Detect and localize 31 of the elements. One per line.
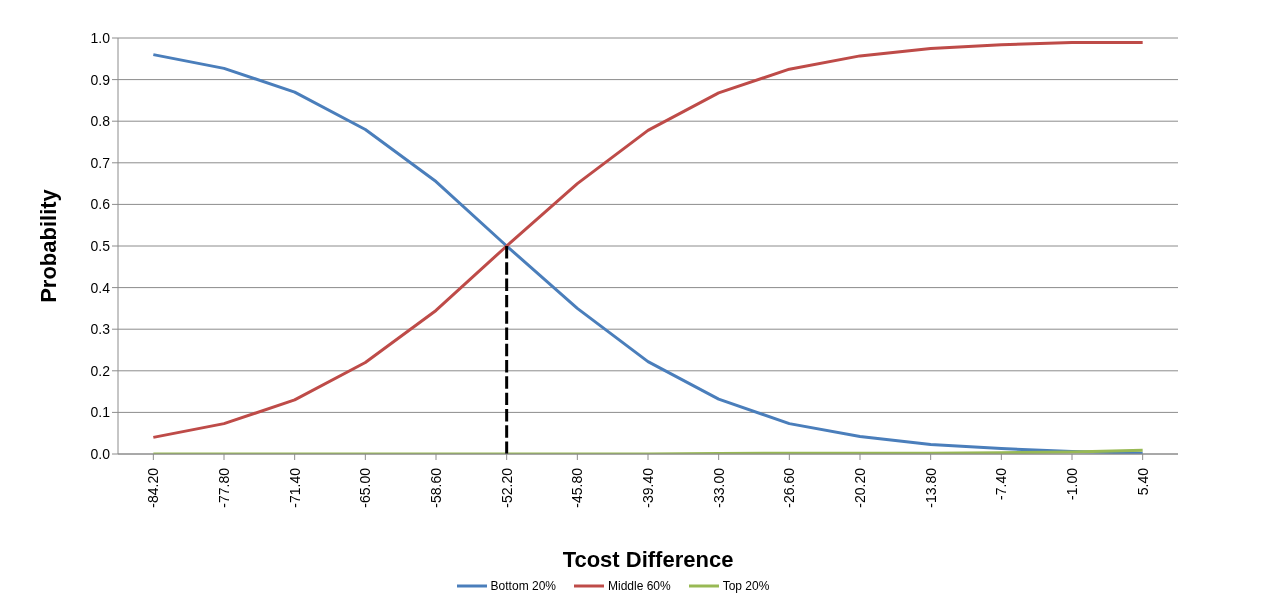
x-axis-title: Tcost Difference xyxy=(562,547,734,572)
x-tick-label: -58.60 xyxy=(428,467,444,508)
x-tick-label: -71.40 xyxy=(286,467,303,508)
y-tick-label: 0.5 xyxy=(90,237,111,254)
y-tick-label: 0.2 xyxy=(90,362,111,379)
x-tick-label: -33.00 xyxy=(710,467,727,508)
y-tick-label: 0.3 xyxy=(90,321,111,338)
y-axis-title: Probability xyxy=(35,188,61,303)
y-tick-label: 0.8 xyxy=(90,113,111,130)
legend-label: Bottom 20% xyxy=(489,579,556,593)
legend-label: Middle 60% xyxy=(607,579,671,593)
x-tick-label: 5.40 xyxy=(1134,467,1151,496)
y-tick-label: 0.0 xyxy=(90,445,111,462)
x-tick-label: -77.80 xyxy=(216,467,232,508)
x-tick-label: -52.20 xyxy=(498,467,515,508)
y-tick-label: 0.6 xyxy=(90,196,111,213)
x-tick-label: -1.00 xyxy=(1064,467,1080,500)
x-tick-label: -84.20 xyxy=(145,467,162,508)
legend-label: Top 20% xyxy=(721,579,770,593)
x-tick-label: -13.80 xyxy=(922,467,939,508)
x-tick-label: -45.80 xyxy=(569,467,586,508)
x-tick-label: -26.60 xyxy=(781,467,798,508)
x-tick-label: -20.20 xyxy=(852,467,868,508)
x-tick-label: -39.40 xyxy=(640,467,656,508)
y-tick-label: 1.0 xyxy=(90,29,111,46)
y-tick-label: 0.9 xyxy=(90,71,111,88)
y-tick-label: 0.1 xyxy=(90,404,111,421)
y-tick-label: 0.4 xyxy=(90,279,111,296)
x-tick-label: -7.40 xyxy=(993,467,1010,500)
x-tick-label: -65.00 xyxy=(357,467,374,508)
y-tick-label: 0.7 xyxy=(90,154,111,171)
